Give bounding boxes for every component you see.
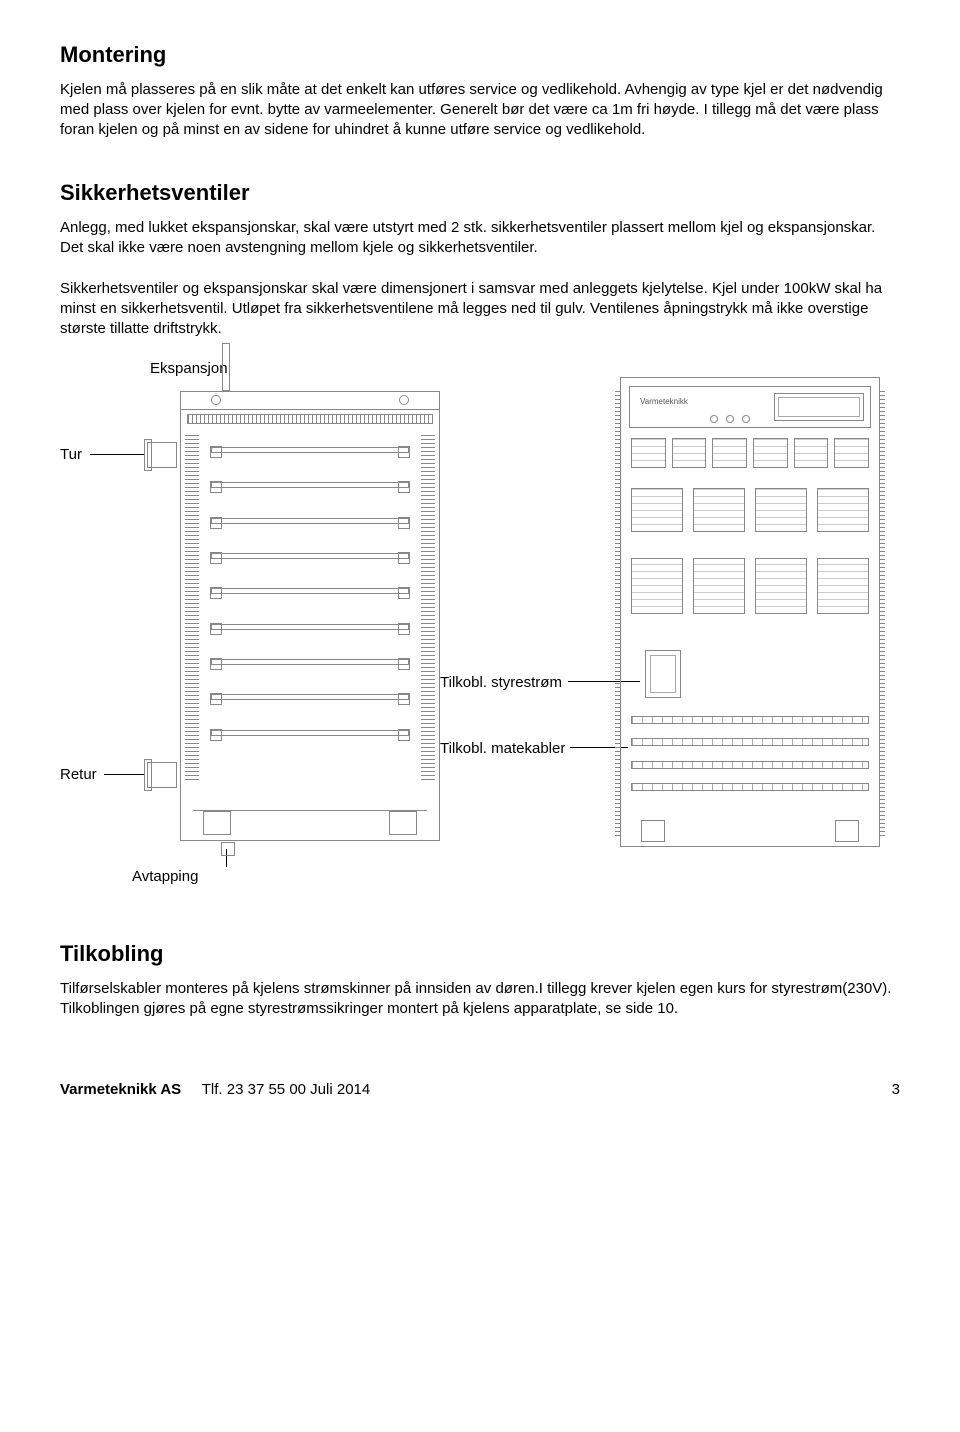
boiler-fins-left-icon — [185, 432, 199, 780]
label-ekspansjon: Ekspansjon — [150, 359, 228, 379]
panel-brand-label: Varmeteknikk — [640, 397, 688, 408]
cabinet-vents-right-icon — [879, 388, 885, 836]
busbars-icon — [631, 708, 869, 798]
heading-sikkerhetsventiler: Sikkerhetsventiler — [60, 178, 900, 208]
main-breaker-row-icon — [631, 558, 869, 614]
label-matekabler: Tilkobl. matekabler — [440, 739, 565, 759]
label-styrestrom: Tilkobl. styrestrøm — [440, 673, 562, 693]
label-retur: Retur — [60, 765, 97, 785]
paragraph-sikkerhet-1: Anlegg, med lukket ekspansjonskar, skal … — [60, 218, 900, 259]
panel-knobs-icon — [710, 415, 750, 423]
page-footer: Varmeteknikk AS Tlf. 23 37 55 00 Juli 20… — [60, 1080, 900, 1100]
heating-elements-icon — [211, 432, 409, 750]
footer-company: Varmeteknikk AS — [60, 1081, 181, 1098]
label-tur: Tur — [60, 445, 82, 465]
breaker-row-1-icon — [631, 438, 869, 468]
styrestrom-terminal-icon — [645, 650, 681, 698]
pipe-ekspansjon-icon — [222, 343, 230, 391]
boiler-top-icon — [181, 392, 439, 410]
control-cabinet-icon: Varmeteknikk — [620, 377, 880, 847]
flange-tur-icon — [147, 442, 177, 468]
footer-page-number: 3 — [892, 1080, 900, 1100]
boiler-diagram: Ekspansjon Tur Retur Avtapping Tilkobl. … — [60, 359, 900, 889]
control-panel-icon: Varmeteknikk — [629, 386, 871, 428]
boiler-body-icon — [180, 391, 440, 841]
panel-display-icon — [774, 393, 864, 421]
paragraph-tilkobling: Tilførselskabler monteres på kjelens str… — [60, 979, 900, 1020]
footer-phone: Tlf. 23 37 55 00 Juli 2014 — [202, 1081, 370, 1098]
boiler-feet-icon — [193, 810, 427, 832]
heading-tilkobling: Tilkobling — [60, 939, 900, 969]
label-avtapping: Avtapping — [132, 867, 198, 887]
leader-retur — [104, 774, 145, 775]
cabinet-vents-left-icon — [615, 388, 621, 836]
leader-tur — [90, 454, 145, 455]
drain-icon — [221, 842, 235, 856]
cabinet-feet-icon — [635, 820, 865, 840]
contactor-row-icon — [631, 488, 869, 532]
boiler-rail-icon — [187, 414, 433, 424]
paragraph-sikkerhet-2: Sikkerhetsventiler og ekspansjonskar ska… — [60, 279, 900, 340]
boiler-fins-right-icon — [421, 432, 435, 780]
flange-retur-icon — [147, 762, 177, 788]
heading-montering: Montering — [60, 40, 900, 70]
paragraph-montering: Kjelen må plasseres på en slik måte at d… — [60, 80, 900, 141]
